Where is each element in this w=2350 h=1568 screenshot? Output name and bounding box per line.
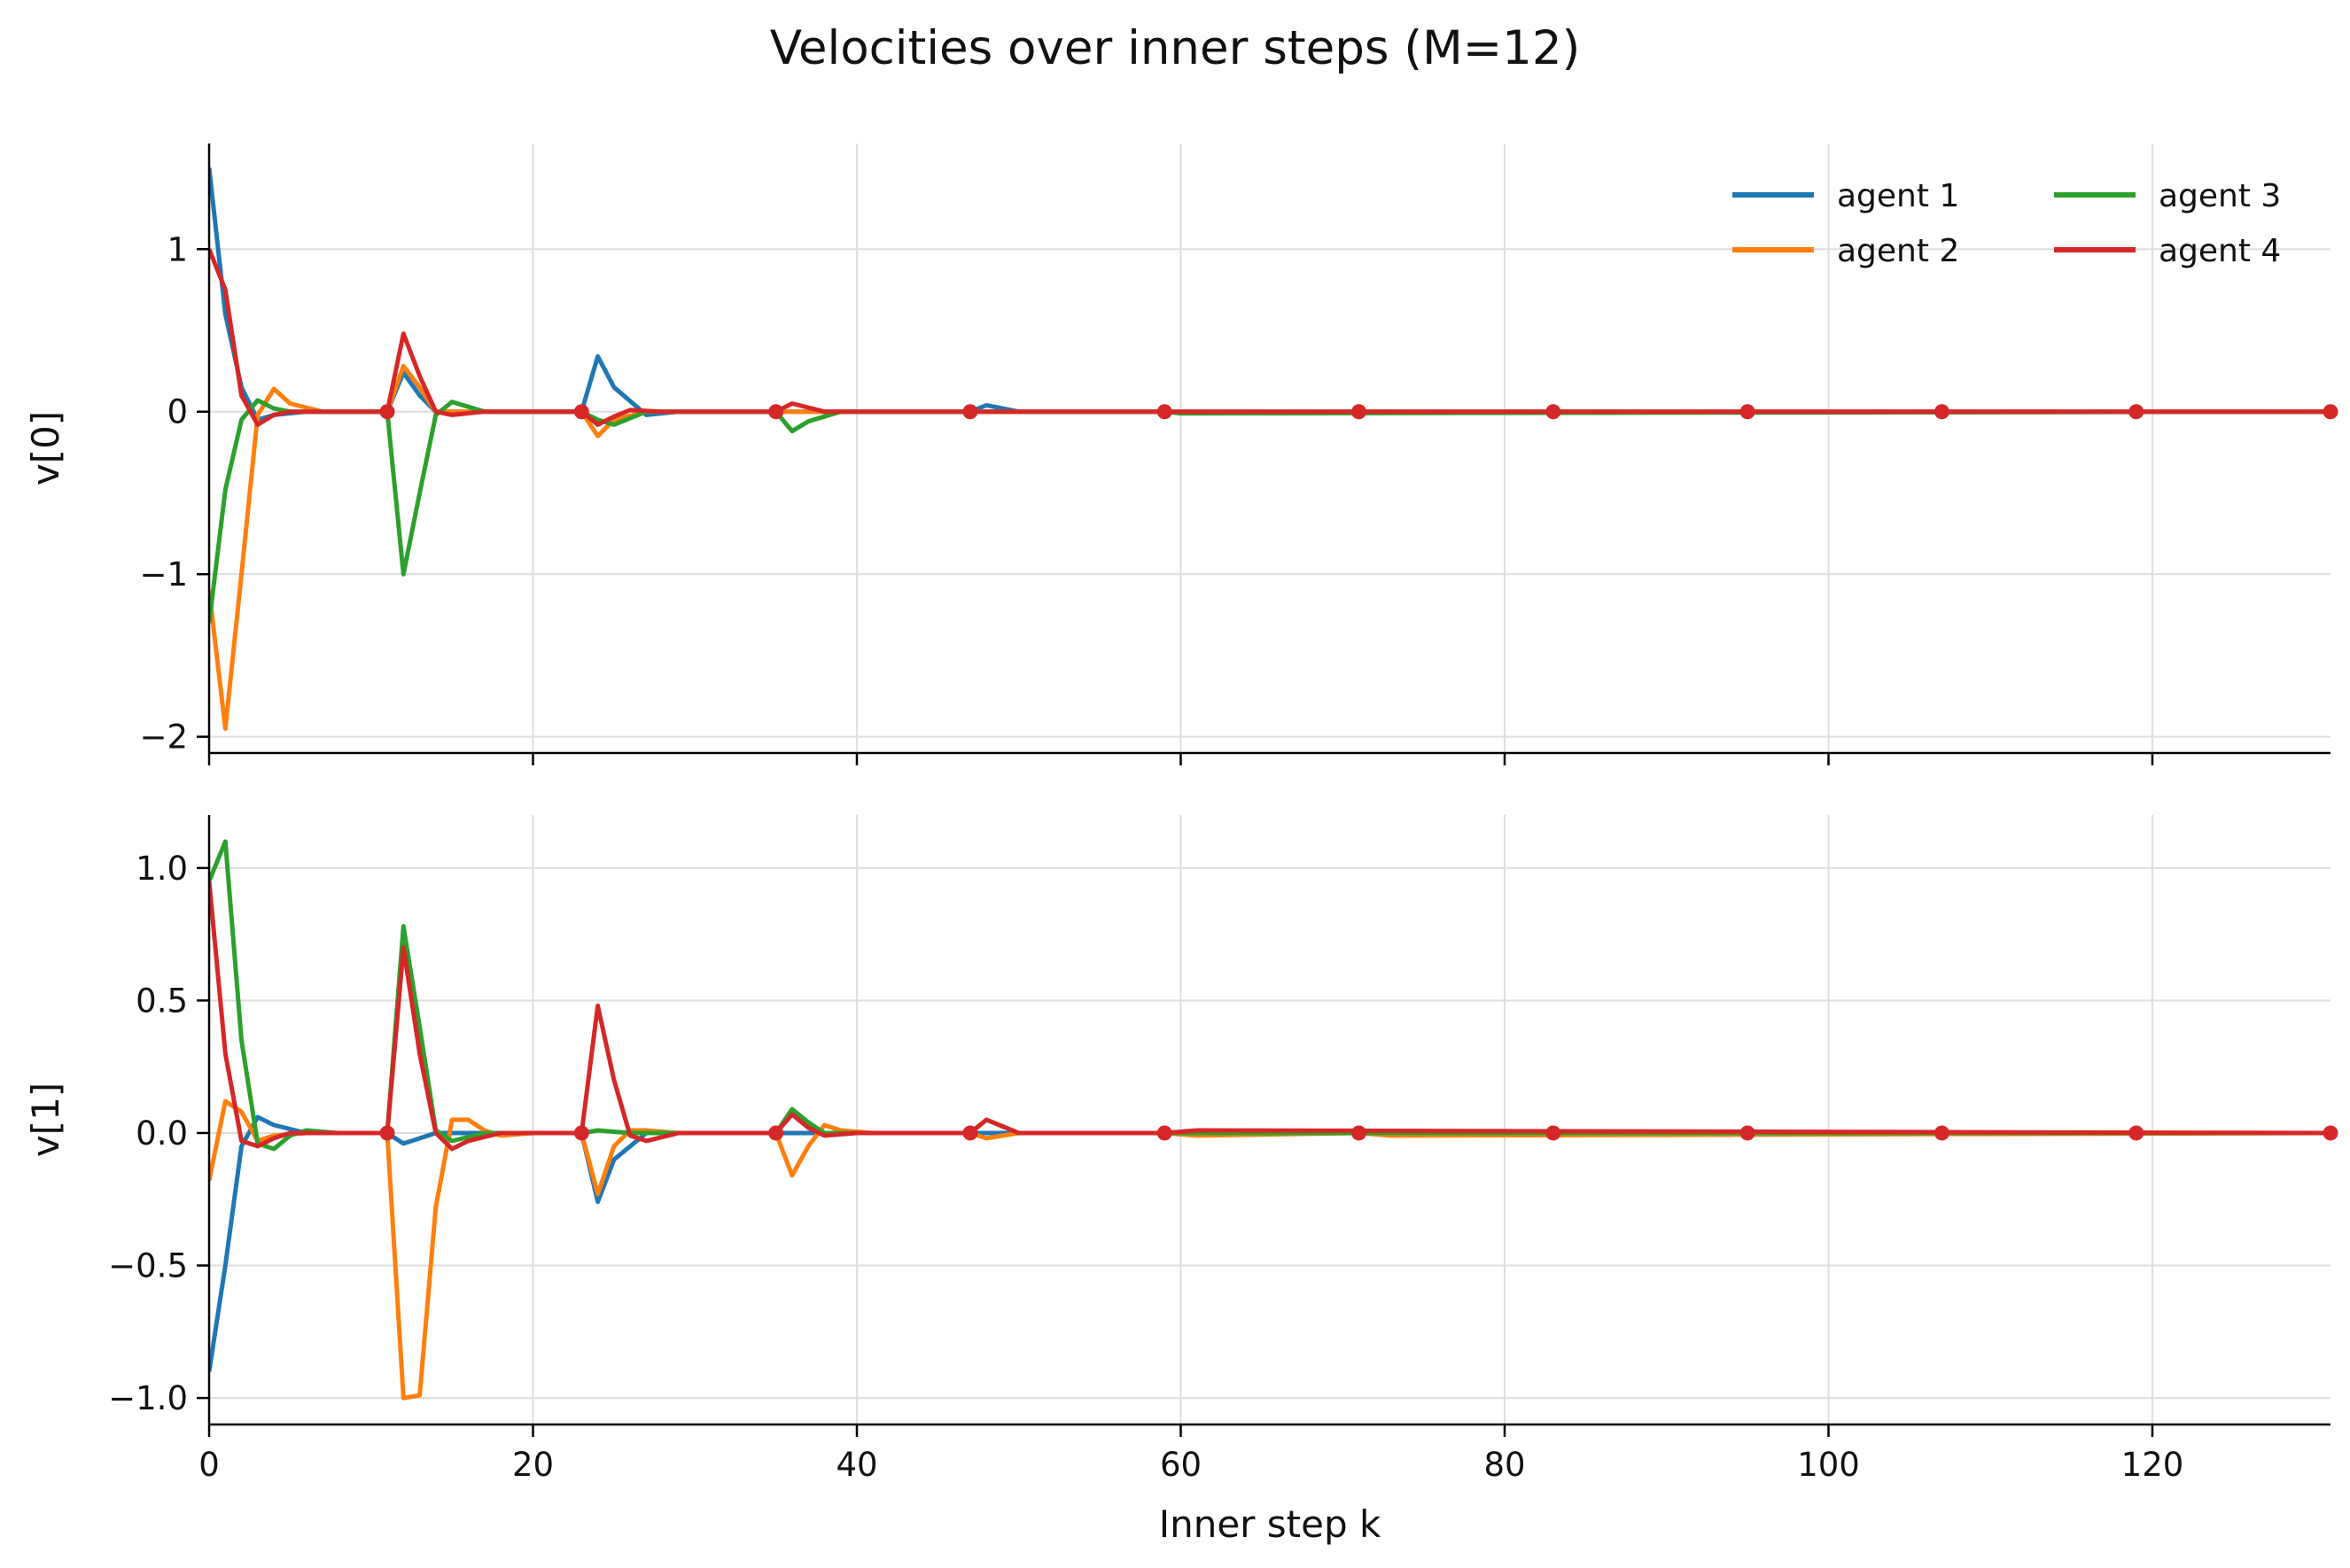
series-line-agent-2: [209, 363, 2331, 731]
y-tick-label: 0.0: [136, 1114, 188, 1153]
legend-label: agent 3: [2159, 178, 2281, 214]
reset-marker: [2128, 404, 2144, 420]
reset-marker: [768, 404, 784, 420]
plot-panels: −2 −1 0 1 v[0] 0 20 40 60 80 100 120 −1.0 −0.5 0.0 0.5 1…: [24, 144, 2338, 1484]
legend-item: agent 4: [2054, 233, 2281, 269]
panel-1: −2 −1 0 1 v[0]: [24, 144, 2338, 765]
reset-marker: [1739, 1125, 1755, 1141]
reset-marker: [379, 1125, 395, 1141]
y-axis-label: v[0]: [24, 411, 67, 485]
chart-title: Velocities over inner steps (M=12): [770, 21, 1581, 75]
y-tick-label: −1: [139, 555, 188, 594]
legend-label: agent 1: [1837, 178, 1959, 214]
reset-marker: [1934, 1125, 1949, 1141]
reset-marker: [1545, 1125, 1561, 1141]
legend-label: agent 2: [1837, 233, 1959, 269]
y-tick-label: 0: [167, 393, 188, 431]
reset-marker: [1156, 404, 1172, 420]
series-lines: [209, 167, 2331, 731]
reset-marker: [1545, 404, 1561, 420]
reset-marker: [1739, 404, 1755, 420]
x-tick-label: 20: [512, 1446, 554, 1484]
x-tick-label: 60: [1160, 1446, 1202, 1484]
y-tick-label: 1.0: [136, 850, 188, 888]
legend-label: agent 4: [2159, 233, 2281, 269]
reset-marker: [962, 1125, 978, 1141]
reset-marker: [573, 1125, 589, 1141]
legend-item: agent 3: [2054, 178, 2281, 214]
reset-marker: [1351, 1125, 1367, 1141]
reset-marker: [2323, 404, 2338, 420]
reset-marker: [768, 1125, 784, 1141]
y-tick-label: −0.5: [108, 1247, 188, 1285]
y-tick-label: 1: [167, 230, 188, 268]
y-axis-label: v[1]: [24, 1083, 67, 1157]
reset-marker: [962, 404, 978, 420]
reset-marker: [2323, 1125, 2338, 1141]
reset-marker: [379, 404, 395, 420]
x-tick-label: 80: [1483, 1446, 1525, 1484]
legend: agent 1 agent 2 agent 3 agent 4: [1732, 178, 2281, 269]
x-tick-label: 120: [2121, 1446, 2184, 1484]
legend-item: agent 1: [1732, 178, 1959, 214]
reset-marker: [1934, 404, 1949, 420]
y-tick-label: −1.0: [108, 1379, 188, 1417]
x-tick-label: 0: [198, 1446, 220, 1484]
reset-marker: [1156, 1125, 1172, 1141]
reset-marker: [2128, 1125, 2144, 1141]
y-tick-label: −2: [139, 718, 188, 757]
legend-item: agent 2: [1732, 233, 1959, 269]
y-tick-label: 0.5: [136, 982, 188, 1020]
reset-marker: [573, 404, 589, 420]
x-tick-label: 40: [836, 1446, 877, 1484]
reset-marker: [1351, 404, 1367, 420]
series-line-agent-4: [209, 248, 2331, 427]
x-tick-label: 100: [1797, 1446, 1860, 1484]
x-axis-label: Inner step k: [1159, 1502, 1381, 1546]
panel-2: 0 20 40 60 80 100 120 −1.0 −0.5 0.0 0.5 1.0 v[1]: [24, 815, 2338, 1484]
